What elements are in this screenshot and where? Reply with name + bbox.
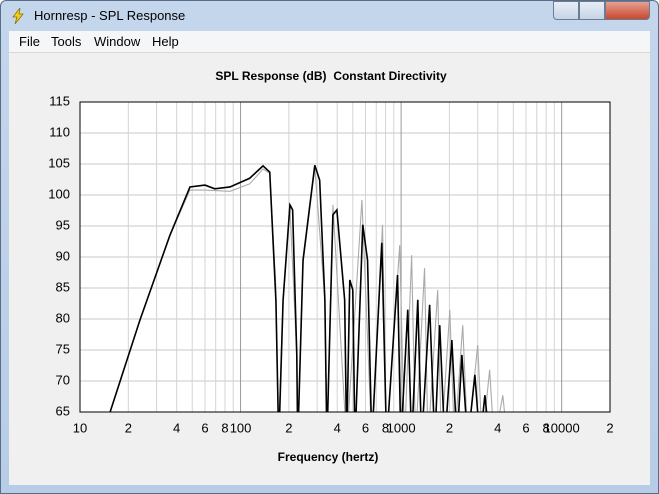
x-tick-label: 1000 [387, 420, 416, 435]
x-tick-label: 4 [494, 420, 501, 435]
chart-title: SPL Response (dB) [215, 69, 326, 83]
x-tick-label: 10 [73, 420, 87, 435]
x-tick-label: 8 [221, 420, 228, 435]
menu-item[interactable]: File [19, 34, 40, 49]
app-icon [12, 8, 24, 24]
y-tick-label: 65 [56, 403, 70, 418]
y-tick-label: 80 [56, 310, 70, 325]
y-tick-label: 70 [56, 372, 70, 387]
x-tick-label: 8 [542, 420, 549, 435]
chart-subtitle: Constant Directivity [333, 69, 447, 83]
y-tick-label: 110 [49, 124, 70, 139]
y-tick-label: 100 [48, 186, 70, 201]
maximize-button[interactable] [579, 1, 605, 20]
menu-item[interactable]: Help [152, 34, 179, 49]
x-tick-label: 2 [446, 420, 453, 435]
plot-border [79, 101, 611, 413]
menu-item[interactable]: Tools [51, 34, 82, 49]
x-tick-label: 100 [230, 420, 252, 435]
x-tick-label: 2 [606, 420, 613, 435]
close-button[interactable] [605, 1, 650, 20]
y-tick-label: 95 [56, 217, 70, 232]
x-tick-label: 6 [522, 420, 529, 435]
x-tick-label: 2 [125, 420, 132, 435]
x-tick-label: 4 [334, 420, 341, 435]
x-tick-label: 8 [382, 420, 389, 435]
x-tick-label: 6 [201, 420, 208, 435]
series-line [109, 164, 488, 412]
menu-bar: File Tools Window Help [9, 31, 650, 52]
series-lines [109, 164, 506, 412]
x-tick-label: 4 [173, 420, 180, 435]
menu-item[interactable]: Window [94, 34, 141, 49]
y-tick-label: 85 [56, 279, 70, 294]
x-tick-label: 6 [362, 420, 369, 435]
window-title: Hornresp - SPL Response [34, 8, 186, 23]
y-tick-label: 105 [48, 155, 70, 170]
x-axis-label: Frequency (hertz) [278, 450, 379, 464]
series-line [109, 167, 506, 412]
minimize-button[interactable] [553, 1, 579, 20]
x-tick-label: 10000 [544, 420, 580, 435]
y-tick-label: 90 [56, 248, 70, 263]
x-tick-label: 2 [285, 420, 292, 435]
title-bar: Hornresp - SPL Response [9, 1, 650, 29]
y-tick-label: 75 [56, 341, 70, 356]
y-tick-label: 115 [49, 93, 70, 108]
